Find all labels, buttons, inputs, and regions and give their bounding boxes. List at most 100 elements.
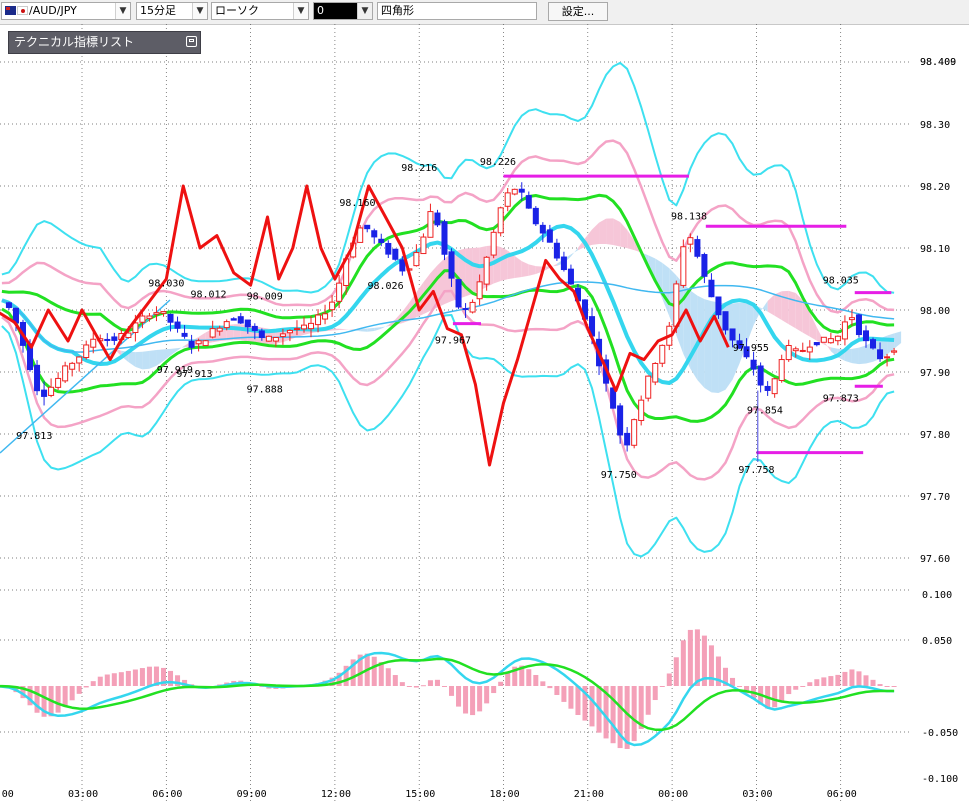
price-axis-label: 97.70	[920, 492, 950, 503]
candle-body	[181, 332, 188, 337]
histogram-bar	[427, 680, 433, 686]
histogram-bar	[610, 686, 616, 744]
candle-body	[448, 251, 455, 279]
price-label: 98.138	[671, 211, 707, 222]
cloud-segment	[149, 349, 157, 369]
chevron-down-icon[interactable]: ▼	[115, 3, 130, 19]
histogram-bar	[744, 686, 750, 694]
cloud-segment	[570, 247, 578, 257]
cloud-segment	[599, 218, 607, 245]
histogram-bar	[519, 665, 525, 686]
histogram-bar	[182, 679, 188, 686]
collapse-icon[interactable]	[186, 36, 197, 47]
histogram-bar	[772, 686, 778, 708]
candle-body	[701, 254, 708, 277]
price-label: 97.813	[16, 431, 52, 442]
candle-body	[48, 386, 55, 396]
price-label: 97.919	[157, 365, 193, 376]
candle-body	[476, 281, 483, 300]
cloud-segment	[507, 250, 515, 280]
histogram-bar	[491, 686, 497, 694]
draw-tool-select[interactable]: 0 ▼	[313, 2, 373, 20]
macd-axis-label: -0.100	[922, 774, 958, 785]
horizontal-lines	[452, 174, 892, 462]
candle-body	[223, 321, 230, 329]
chevron-down-icon[interactable]: ▼	[357, 3, 372, 19]
histogram-bar	[175, 675, 181, 686]
candle-body	[153, 312, 160, 315]
price-axis: 98.30 98.20 98.10 98.00 97.90 97.80 97.70 97.60…	[920, 57, 956, 565]
cloud-segment	[528, 264, 536, 276]
candle-body	[209, 328, 216, 338]
histogram-bar	[680, 640, 686, 686]
candle-body	[90, 338, 97, 348]
candle-body	[364, 224, 371, 230]
price-axis-label: 98.409	[920, 57, 956, 68]
shape-name-field[interactable]: 四角形	[377, 2, 537, 20]
cloud-segment	[844, 348, 852, 364]
histogram-bar	[652, 686, 658, 701]
envelope-lower	[1, 269, 895, 423]
time-axis-label: 15:00	[405, 789, 435, 800]
macd-axis-label: 0.050	[922, 636, 952, 647]
indicator-lines	[0, 61, 895, 558]
candle-body	[652, 362, 659, 383]
cloud-segment	[767, 294, 775, 316]
cloud-segment	[606, 218, 614, 246]
candle-body	[504, 192, 511, 207]
cloud-segment	[802, 300, 810, 337]
price-label: 97.854	[747, 406, 783, 417]
candle-body	[848, 317, 855, 321]
cloud-segment	[381, 325, 389, 329]
histogram-bar	[512, 666, 518, 686]
cloud-segment	[704, 299, 712, 393]
histogram-bar	[779, 686, 785, 701]
histogram-bar	[132, 669, 138, 686]
chevron-down-icon[interactable]: ▼	[293, 3, 308, 19]
candle-body	[216, 327, 223, 332]
candle-body	[244, 319, 251, 328]
bollinger-upper-inner	[1, 139, 895, 314]
price-label: 97.888	[247, 384, 283, 395]
histogram-bar	[104, 674, 110, 686]
histogram-bar	[456, 686, 462, 707]
cloud-segment	[142, 350, 150, 370]
candle-body	[862, 330, 870, 342]
candle-body	[680, 246, 687, 286]
settings-button[interactable]: 設定...	[548, 2, 608, 21]
symbol-select[interactable]: /AUD/JPY ▼	[1, 2, 131, 20]
cloud-segment	[592, 222, 600, 245]
candle-body	[673, 283, 680, 327]
histogram-bar	[877, 684, 883, 686]
cloud-segment	[296, 330, 304, 337]
cloud-segment	[170, 348, 178, 356]
candle-body	[237, 316, 244, 324]
indicator-list-panel[interactable]: テクニカル指標リスト	[8, 31, 201, 54]
price-axis-label: 98.400	[920, 57, 956, 68]
chevron-down-icon[interactable]: ▼	[192, 3, 207, 19]
candle-body	[420, 236, 427, 255]
chart-type-select[interactable]: ローソク ▼	[211, 2, 309, 20]
histogram-bar	[125, 670, 131, 686]
cloud-segment	[339, 328, 347, 330]
histogram-bar	[687, 629, 693, 686]
histogram-bar	[378, 662, 384, 686]
histogram-bar	[807, 682, 813, 686]
candle-body	[167, 313, 174, 323]
histogram-bar	[737, 686, 743, 687]
price-label: 97.967	[435, 335, 471, 346]
price-label: 98.030	[148, 278, 184, 289]
histogram-bar	[624, 686, 630, 749]
histogram-bar	[659, 686, 665, 687]
histogram-bar	[708, 645, 714, 686]
candle-body	[511, 188, 518, 195]
candle-body	[806, 346, 813, 353]
candle-body	[125, 332, 132, 339]
histogram-bar	[168, 670, 174, 686]
timeframe-select[interactable]: 15分足 ▼	[136, 2, 208, 20]
cloud-segment	[177, 345, 185, 351]
candle-body	[469, 301, 476, 313]
candle-body	[279, 333, 286, 337]
candle-body	[230, 318, 237, 321]
